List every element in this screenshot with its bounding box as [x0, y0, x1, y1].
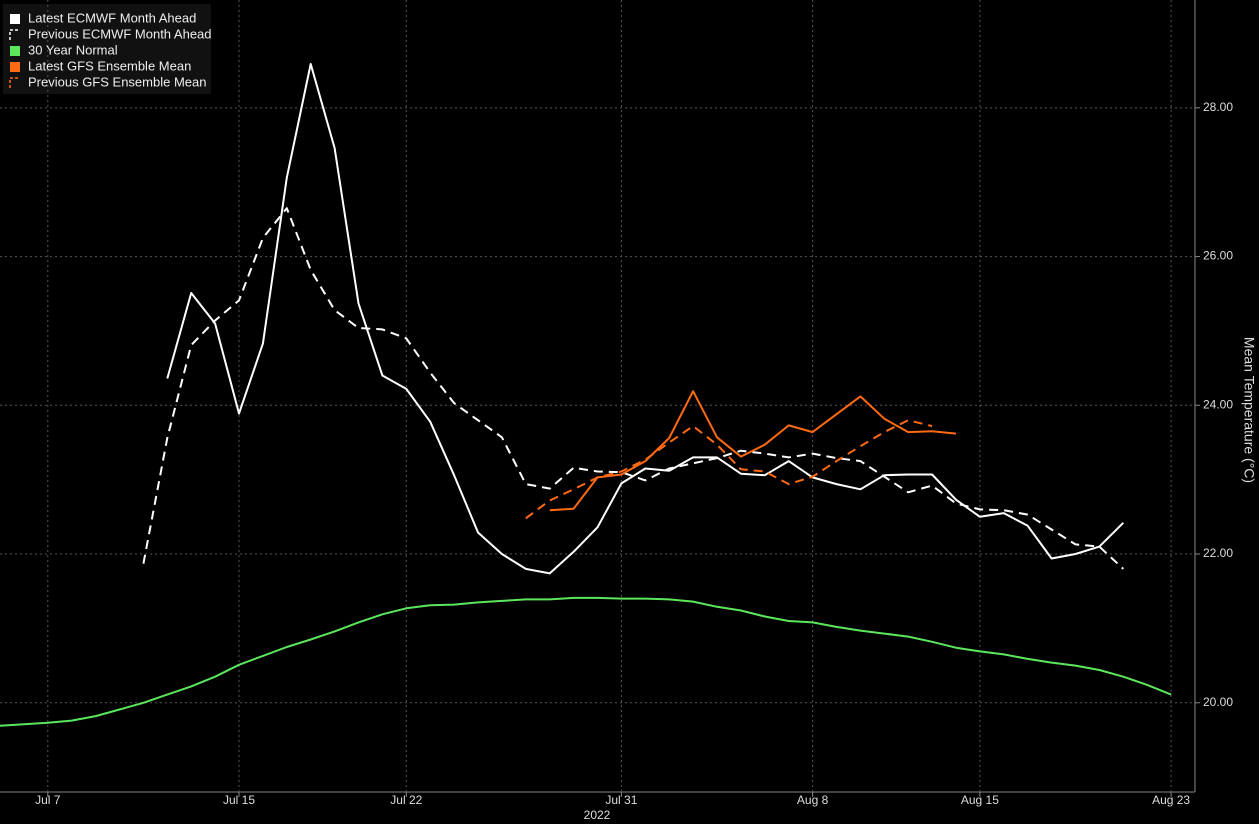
y-tick-label: 24.00: [1203, 397, 1233, 411]
legend-label: Previous GFS Ensemble Mean: [28, 74, 206, 89]
x-tick-label: Aug 8: [797, 793, 829, 807]
legend-label: Latest ECMWF Month Ahead: [28, 10, 196, 25]
y-tick-label: 22.00: [1203, 546, 1233, 560]
legend-swatch: [9, 29, 19, 40]
legend-swatch: [9, 77, 19, 88]
series-line: [525, 419, 933, 520]
x-axis-label: 2022: [584, 808, 611, 822]
y-axis-label: Mean Temperature (°C): [1241, 337, 1257, 483]
legend-label: Previous ECMWF Month Ahead: [28, 26, 212, 41]
x-tick-label: Aug 15: [961, 793, 999, 807]
legend-swatch: [10, 46, 20, 56]
legend-box: [3, 4, 211, 94]
series-line: [142, 207, 1124, 570]
legend-label: 30 Year Normal: [28, 42, 118, 57]
x-tick-label: Jul 31: [605, 793, 637, 807]
y-tick-label: 26.00: [1203, 249, 1233, 263]
legend-label: Latest GFS Ensemble Mean: [28, 58, 191, 73]
x-tick-label: Jul 22: [390, 793, 422, 807]
y-tick-label: 28.00: [1203, 100, 1233, 114]
series-line: [549, 390, 957, 512]
x-tick-label: Jul 7: [35, 793, 61, 807]
series-line: [0, 596, 1172, 727]
legend-swatch: [10, 14, 20, 24]
legend-swatch: [10, 62, 20, 72]
x-tick-label: Jul 15: [223, 793, 255, 807]
y-tick-label: 20.00: [1203, 695, 1233, 709]
x-tick-label: Aug 23: [1152, 793, 1190, 807]
